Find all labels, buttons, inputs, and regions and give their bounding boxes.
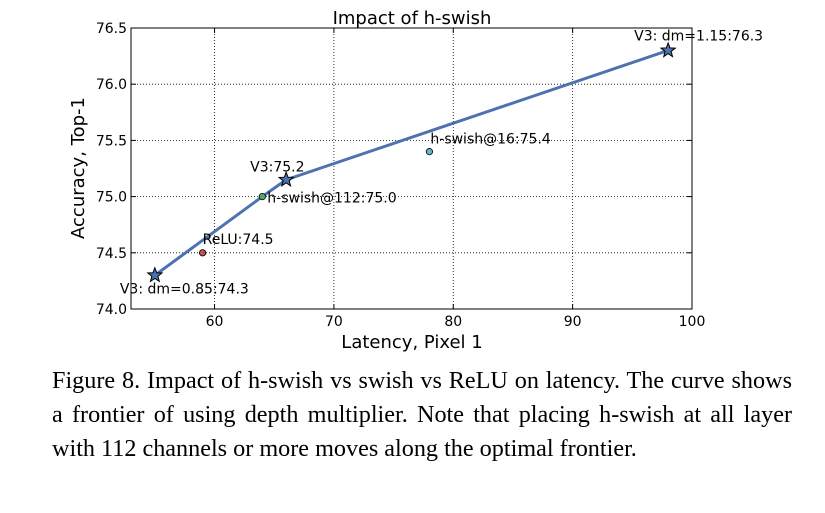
experiment-point <box>426 148 432 154</box>
x-tick-label: 70 <box>325 314 343 330</box>
x-tick-label: 80 <box>444 314 462 330</box>
frontier-star-marker <box>661 43 675 57</box>
y-tick-label: 76.0 <box>96 77 127 93</box>
y-tick-label: 75.5 <box>96 133 127 149</box>
experiment-point <box>259 193 265 199</box>
frontier-label: V3:75.2 <box>250 160 304 176</box>
chart-svg: Impact of h-swish 60 70 80 90 100 74.0 74.5 75… <box>0 0 825 360</box>
x-tick-labels: 60 70 80 90 100 <box>206 314 706 330</box>
x-tick-label: 90 <box>564 314 582 330</box>
frontier-label: V3: dm=1.15:76.3 <box>634 28 763 44</box>
frontier-label: V3: dm=0.85:74.3 <box>120 281 249 297</box>
point-label: h-swish@112:75.0 <box>267 191 396 207</box>
point-label: ReLU:74.5 <box>203 232 274 248</box>
y-tick-labels: 74.0 74.5 75.0 75.5 76.0 76.5 <box>96 21 127 318</box>
y-tick-label: 76.5 <box>96 21 127 37</box>
y-tick-label: 74.5 <box>96 246 127 262</box>
chart-area: Impact of h-swish 60 70 80 90 100 74.0 74.5 75… <box>0 0 825 360</box>
y-tick-label: 74.0 <box>96 302 127 318</box>
x-tick-label: 60 <box>206 314 224 330</box>
point-label: h-swish@16:75.4 <box>430 132 551 148</box>
figure-caption: Figure 8. Impact of h-swish vs swish vs … <box>52 364 792 466</box>
chart-title: Impact of h-swish <box>333 8 492 29</box>
x-tick-label: 100 <box>679 314 706 330</box>
x-axis-label: Latency, Pixel 1 <box>341 332 482 353</box>
point-labels: V3: dm=0.85:74.3 V3:75.2 V3: dm=1.15:76.3 R… <box>120 28 763 297</box>
y-tick-label: 75.0 <box>96 190 127 206</box>
y-axis-label: Accuracy, Top-1 <box>68 97 89 239</box>
experiment-point <box>199 250 205 256</box>
